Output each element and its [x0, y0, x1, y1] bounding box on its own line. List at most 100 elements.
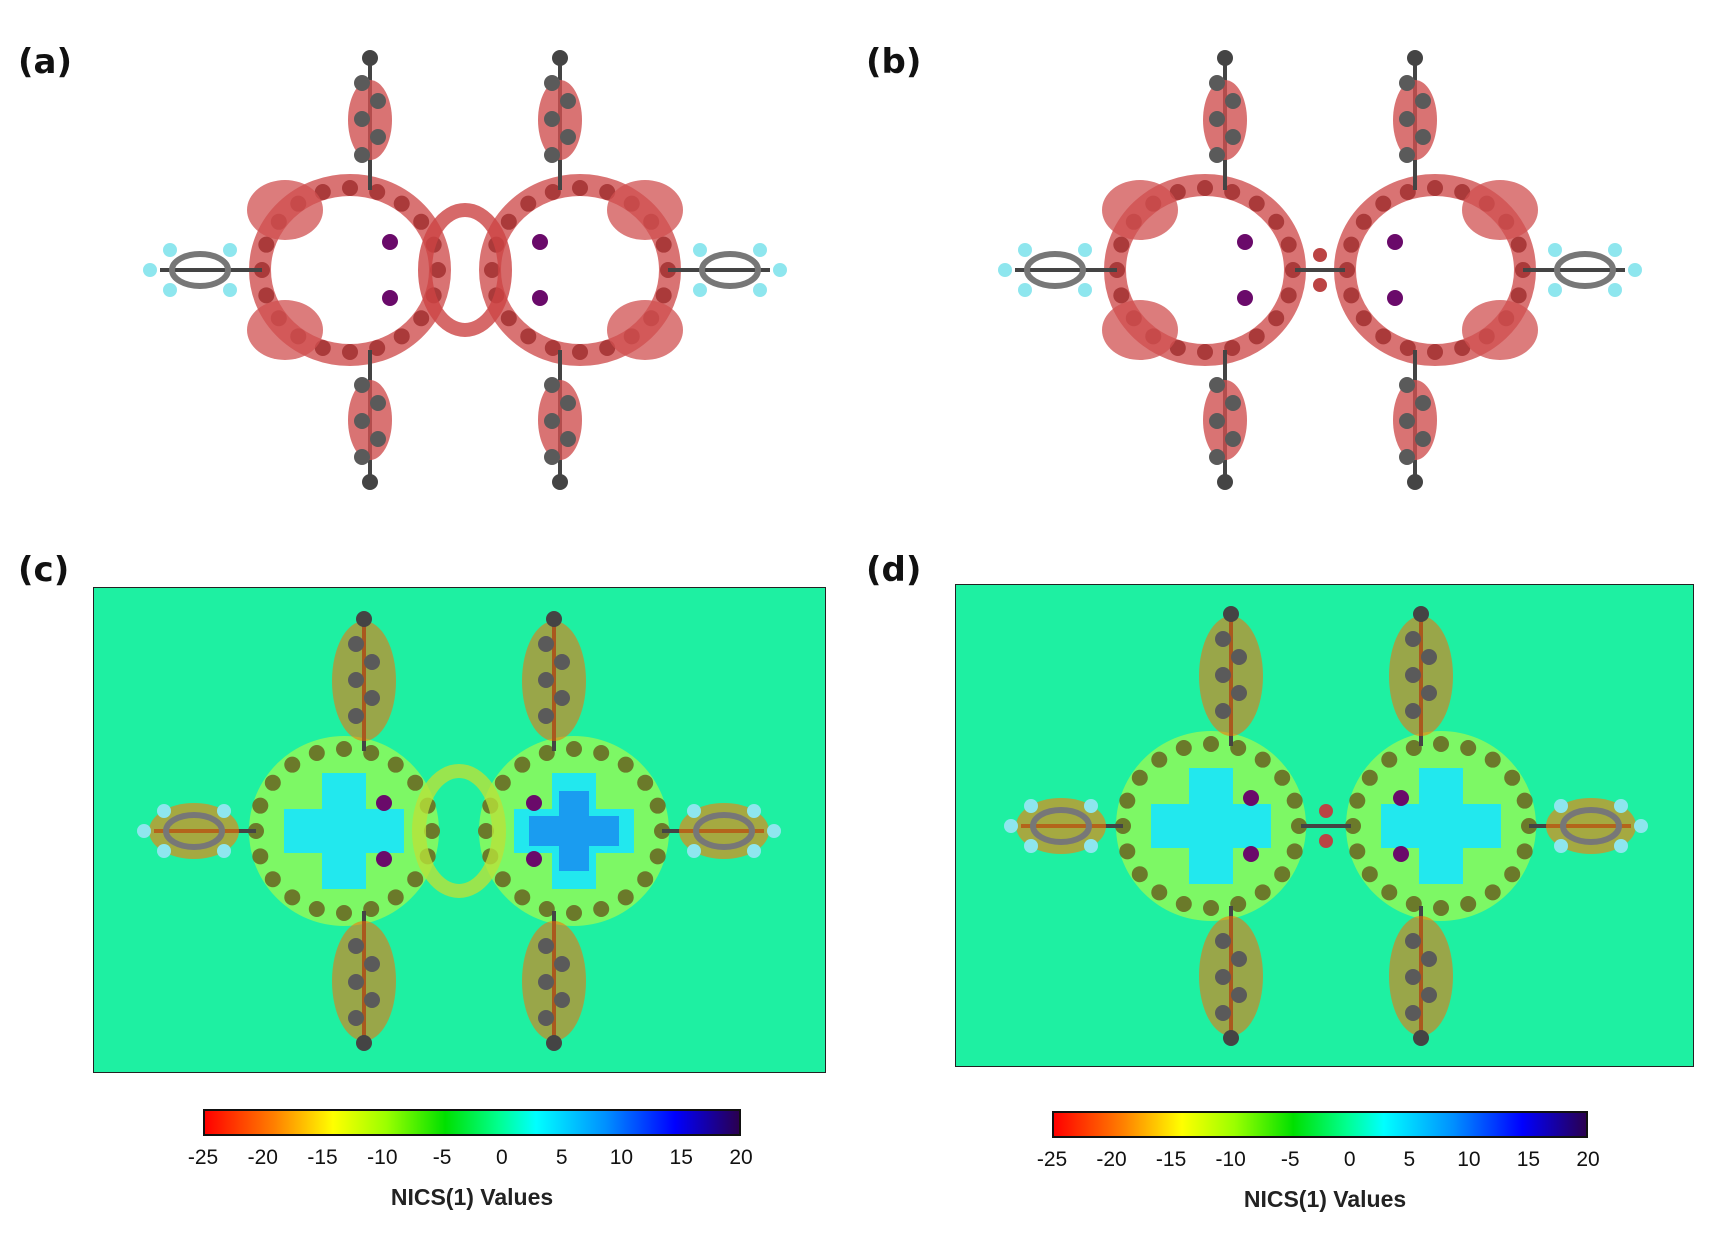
nitrogen-atom — [532, 290, 548, 306]
methyl-atom — [362, 50, 378, 66]
carbon-atom — [544, 75, 560, 91]
atom — [514, 889, 531, 906]
fluorine-atom — [163, 243, 177, 257]
fluorine-atom — [1024, 799, 1038, 813]
fluorine-atom — [1018, 283, 1032, 297]
colorbar-tick-label: 10 — [1457, 1148, 1481, 1171]
meso-aryl-isosurface — [247, 300, 323, 360]
atom — [637, 871, 654, 888]
aryl-halo — [522, 621, 586, 741]
aryl-halo — [332, 921, 396, 1041]
aryl-halo — [522, 921, 586, 1041]
atom — [599, 184, 616, 201]
nitrogen-atom — [1243, 790, 1259, 806]
carbon-atom — [554, 654, 570, 670]
colorbar-d-ticks: -25 -20 -15 -10 -5 0 5 10 15 20 — [1037, 1148, 1600, 1171]
pentafluorophenyl-ring — [1030, 807, 1092, 845]
atom — [1433, 900, 1449, 916]
aryl-halo — [679, 803, 769, 859]
carbon-atom — [538, 1010, 554, 1026]
nitrogen-atom — [382, 234, 398, 250]
panel-c-nics-map — [93, 587, 826, 1073]
atom — [1131, 769, 1148, 786]
atom — [1151, 751, 1168, 768]
panel-label-c: (c) — [18, 550, 70, 590]
carbon-atom — [1209, 449, 1225, 465]
colorbar-tick-label: 5 — [555, 1146, 568, 1169]
meso-aryl-isosurface — [1102, 300, 1178, 360]
carbon-atom — [554, 992, 570, 1008]
atom — [1399, 184, 1416, 201]
colorbar-d-title: NICS(1) Values — [1243, 1186, 1407, 1212]
carbon-atom — [1209, 413, 1225, 429]
carbon-atom — [354, 111, 370, 127]
aryl-halo — [1389, 616, 1453, 736]
atom — [387, 756, 404, 773]
atom — [1268, 310, 1285, 327]
nitrogen-atom — [382, 290, 398, 306]
atom — [1381, 751, 1398, 768]
carbon-atom — [560, 129, 576, 145]
colorbar-c-title: NICS(1) Values — [390, 1184, 554, 1210]
carbon-atom — [1405, 1005, 1421, 1021]
atom — [1349, 843, 1366, 860]
carbon-atom — [1319, 834, 1333, 848]
carbon-atom — [1313, 248, 1327, 262]
panel-b-isosurface — [960, 30, 1680, 520]
panel-label-a: (a) — [18, 42, 73, 82]
atom — [308, 745, 325, 762]
atom — [1516, 792, 1533, 809]
meso-aryl-isosurface — [247, 180, 323, 240]
nitrogen-atom — [376, 795, 392, 811]
atom — [1151, 884, 1168, 901]
atom — [413, 310, 430, 327]
atom — [544, 339, 561, 356]
carbon-atom — [544, 147, 560, 163]
atom — [572, 344, 588, 360]
carbon-atom — [1405, 969, 1421, 985]
methyl-atom — [552, 50, 568, 66]
methyl-atom — [362, 474, 378, 490]
atom — [1405, 895, 1422, 912]
carbon-atom — [1399, 111, 1415, 127]
fluorine-atom — [693, 243, 707, 257]
atom — [1286, 792, 1303, 809]
atom — [342, 180, 358, 196]
fluorine-atom — [223, 243, 237, 257]
fluorine-atom — [157, 844, 171, 858]
atom — [1433, 736, 1449, 752]
atom — [1504, 866, 1521, 883]
atom — [655, 287, 672, 304]
atom — [430, 262, 446, 278]
atom — [593, 900, 610, 917]
carbon-atom — [1405, 667, 1421, 683]
carbon-atom — [1225, 129, 1241, 145]
atom — [1343, 236, 1360, 253]
atom — [314, 184, 331, 201]
carbon-atom — [1405, 703, 1421, 719]
colorbar-d — [1052, 1111, 1588, 1138]
atom — [1427, 180, 1443, 196]
fluorine-atom — [223, 283, 237, 297]
atom — [1361, 769, 1378, 786]
shielding-cross — [322, 773, 366, 889]
carbon-atom — [354, 75, 370, 91]
colorbar-tick-label: 20 — [729, 1146, 753, 1169]
carbon-atom — [1215, 667, 1231, 683]
atom — [1254, 751, 1271, 768]
atom — [484, 262, 500, 278]
carbon-atom — [544, 449, 560, 465]
atom — [1119, 792, 1136, 809]
atom — [1510, 287, 1527, 304]
fluorine-atom — [1554, 799, 1568, 813]
meso-aryl-isosurface — [607, 180, 683, 240]
atom — [342, 344, 358, 360]
atom — [413, 213, 430, 230]
aryl-halo — [1199, 616, 1263, 736]
carbon-atom — [1421, 951, 1437, 967]
atom — [1355, 310, 1372, 327]
carbon-atom — [348, 974, 364, 990]
atom — [514, 756, 531, 773]
colorbar-tick-label: -5 — [432, 1146, 452, 1169]
atom — [314, 339, 331, 356]
